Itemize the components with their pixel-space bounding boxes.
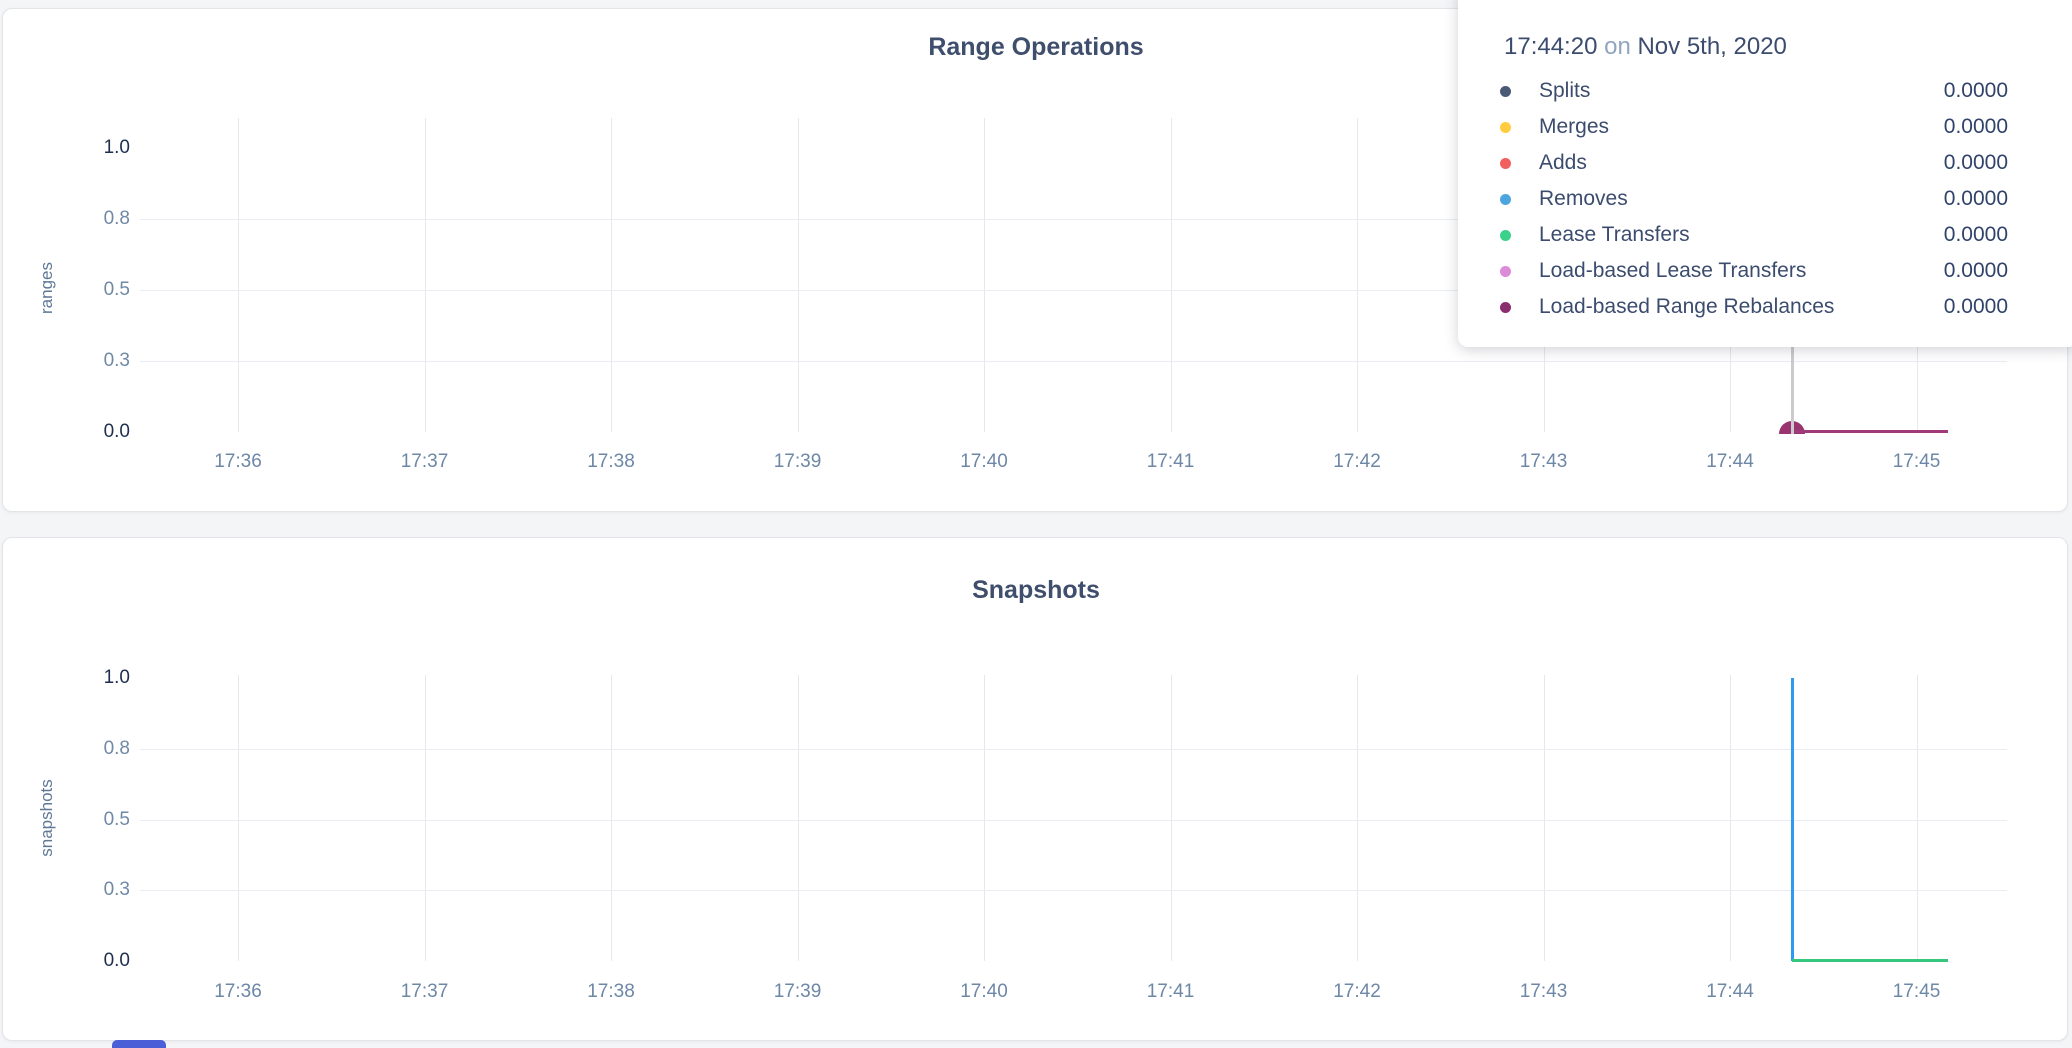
snapshots-chart-card [2, 537, 2068, 1041]
series-label: Adds [1539, 151, 1587, 174]
tooltip-series-row: Adds 0.0000 [1500, 145, 2008, 181]
series-color-dot [1500, 301, 1511, 313]
tooltip-series-list: Splits 0.0000 Merges 0.0000 Adds 0.0000 Remove… [1500, 73, 2008, 325]
tooltip-series-row: Splits 0.0000 [1500, 73, 2008, 109]
series-color-dot [1500, 157, 1511, 169]
series-label: Removes [1539, 187, 1628, 210]
series-value: 0.0000 [1943, 115, 2008, 138]
series-color-dot [1500, 193, 1511, 205]
chart-title-snapshots: Snapshots [972, 576, 1100, 604]
series-label: Splits [1539, 79, 1591, 102]
series-label: Load-based Range Rebalances [1539, 295, 1835, 318]
series-value: 0.0000 [1943, 259, 2008, 282]
series-color-dot [1500, 229, 1511, 241]
bottom-blue-indicator[interactable] [112, 1040, 166, 1048]
tooltip-time: 17:44:20 [1504, 33, 1598, 60]
tooltip-series-row: Merges 0.0000 [1500, 109, 2008, 145]
series-label: Load-based Lease Transfers [1539, 259, 1807, 282]
tooltip-series-row: Lease Transfers 0.0000 [1500, 217, 2008, 253]
series-color-dot [1500, 265, 1511, 277]
chart-hover-tooltip: 17:44:20 on Nov 5th, 2020 Splits 0.0000 Me… [1458, 0, 2072, 347]
series-value: 0.0000 [1943, 223, 2008, 246]
series-label: Lease Transfers [1539, 223, 1690, 246]
series-color-dot [1500, 121, 1511, 133]
y-axis-unit-ranges: ranges [37, 262, 56, 314]
y-axis-unit-snapshots: snapshots [37, 779, 56, 857]
series-value: 0.0000 [1943, 187, 2008, 210]
series-color-dot [1500, 85, 1511, 97]
tooltip-series-row: Removes 0.0000 [1500, 181, 2008, 217]
tooltip-on-word: on [1604, 33, 1631, 60]
tooltip-series-row: Load-based Range Rebalances 0.0000 [1500, 289, 2008, 325]
tooltip-date: Nov 5th, 2020 [1637, 33, 1787, 60]
snapshots-plot-area[interactable] [140, 675, 2007, 961]
series-value: 0.0000 [1943, 79, 2008, 102]
series-value: 0.0000 [1943, 295, 2008, 318]
chart-title-range-operations: Range Operations [928, 33, 1144, 61]
tooltip-series-row: Load-based Lease Transfers 0.0000 [1500, 253, 2008, 289]
series-label: Merges [1539, 115, 1610, 138]
tooltip-timestamp: 17:44:20 on Nov 5th, 2020 [1504, 30, 2008, 64]
series-value: 0.0000 [1943, 151, 2008, 174]
